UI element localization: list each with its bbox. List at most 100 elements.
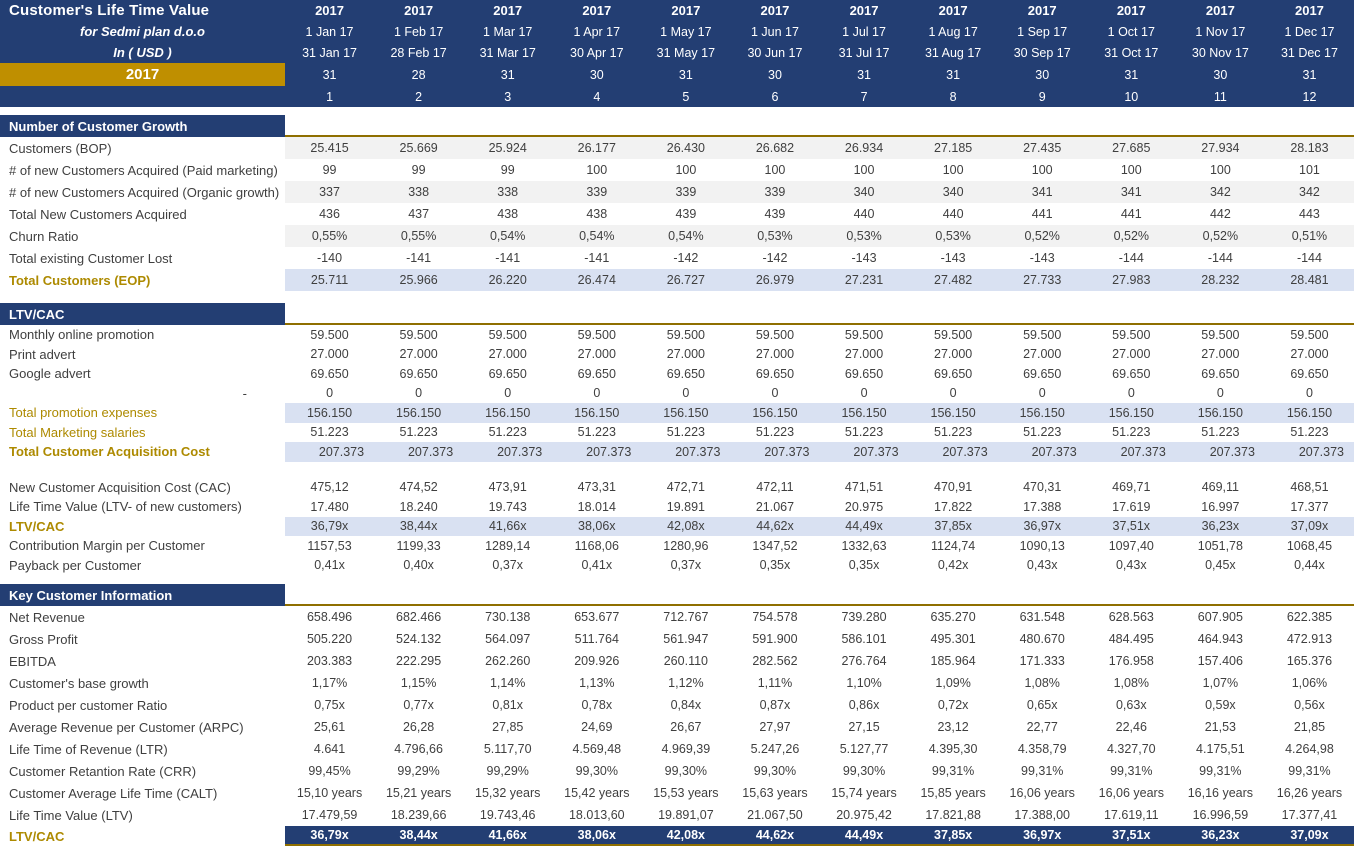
- column-num-cell-1[interactable]: 1: [326, 89, 334, 104]
- row-label[interactable]: LTV/CAC: [9, 828, 65, 844]
- value-cell-4[interactable]: 100: [586, 163, 608, 177]
- value-cell-7[interactable]: 27.000: [844, 347, 884, 362]
- value-cell-8[interactable]: 37,85x: [908, 516, 998, 536]
- value-cell-1[interactable]: 203.383: [306, 654, 353, 668]
- value-cell-9[interactable]: 17.388,00: [1014, 808, 1070, 822]
- value-cell-8[interactable]: 69.650: [934, 366, 973, 381]
- value-cell-3[interactable]: 473,91: [488, 480, 527, 495]
- column-year-cell-9[interactable]: 2017: [1027, 3, 1057, 18]
- value-cell-2[interactable]: 222.295: [396, 654, 442, 668]
- value-cell-5[interactable]: 339: [641, 181, 731, 203]
- row-label[interactable]: Churn Ratio: [9, 228, 79, 244]
- value-cell-8[interactable]: 156.150: [908, 403, 998, 423]
- value-cell-11[interactable]: 469,11: [1201, 480, 1240, 495]
- value-cell-2[interactable]: 338: [374, 181, 464, 203]
- column-num-cell-4[interactable]: 4: [593, 89, 601, 104]
- value-cell-10[interactable]: 17.619,11: [1103, 808, 1159, 822]
- value-cell-5[interactable]: 42,08x: [641, 516, 731, 536]
- value-cell-8[interactable]: 17.821,88: [925, 808, 981, 822]
- value-cell-1[interactable]: 51.223: [310, 425, 349, 440]
- value-cell-11[interactable]: 157.406: [1197, 654, 1243, 668]
- value-cell-1[interactable]: 1,17%: [311, 676, 348, 690]
- row-label[interactable]: Customer Average Life Time (CALT): [9, 785, 218, 801]
- value-cell-2[interactable]: 4.796,66: [394, 742, 443, 756]
- value-cell-2[interactable]: 26,28: [402, 720, 435, 734]
- column-end-cell-12[interactable]: 31 Dec 17: [1280, 45, 1338, 60]
- row-label[interactable]: EBITDA: [9, 653, 56, 669]
- value-cell-4[interactable]: -141: [584, 251, 610, 265]
- column-end-cell-2[interactable]: 28 Feb 17: [390, 45, 447, 60]
- value-cell-4[interactable]: 156.150: [552, 403, 642, 423]
- value-cell-2[interactable]: 25.669: [374, 137, 464, 159]
- value-cell-9[interactable]: 0,52%: [997, 225, 1087, 247]
- row-label[interactable]: Total Customers (EOP): [9, 272, 151, 288]
- value-cell-3[interactable]: -141: [495, 251, 521, 265]
- value-cell-5[interactable]: 472,71: [666, 480, 705, 495]
- value-cell-11[interactable]: 99,31%: [1199, 764, 1242, 778]
- value-cell-2[interactable]: 1199,33: [396, 538, 441, 553]
- value-cell-9[interactable]: 156.150: [997, 403, 1087, 423]
- value-cell-4[interactable]: 0,54%: [552, 225, 642, 247]
- value-cell-6[interactable]: 0,53%: [730, 225, 820, 247]
- value-cell-12[interactable]: 4.264,98: [1285, 742, 1334, 756]
- value-cell-6[interactable]: 59.500: [755, 327, 795, 342]
- value-cell-9[interactable]: 0,65x: [1026, 698, 1058, 712]
- value-cell-1[interactable]: 0: [326, 386, 334, 401]
- value-cell-9[interactable]: 4.358,79: [1017, 742, 1067, 756]
- value-cell-5[interactable]: 26,67: [670, 720, 702, 734]
- value-cell-1[interactable]: 4.641: [313, 742, 346, 756]
- value-cell-9[interactable]: 480.670: [1019, 632, 1065, 646]
- value-cell-7[interactable]: 0,35x: [848, 558, 880, 573]
- value-cell-5[interactable]: 51.223: [666, 425, 705, 440]
- column-end-cell-11[interactable]: 30 Nov 17: [1191, 45, 1249, 60]
- column-year-cell-6[interactable]: 2017: [760, 3, 790, 18]
- value-cell-10[interactable]: 37,51x: [1086, 516, 1176, 536]
- row-label[interactable]: Life Time of Revenue (LTR): [9, 741, 168, 757]
- value-cell-1[interactable]: 25.711: [285, 269, 375, 291]
- value-cell-10[interactable]: 51.223: [1112, 425, 1151, 440]
- value-cell-7[interactable]: 20.975,42: [836, 808, 892, 822]
- column-days-cell-5[interactable]: 31: [678, 67, 693, 82]
- value-cell-2[interactable]: 99: [411, 163, 426, 177]
- value-cell-7[interactable]: 44,49x: [819, 516, 909, 536]
- value-cell-10[interactable]: 176.958: [1108, 654, 1154, 668]
- column-year-cell-4[interactable]: 2017: [582, 3, 612, 18]
- value-cell-10[interactable]: 484.495: [1108, 632, 1154, 646]
- value-cell-5[interactable]: 42,08x: [641, 826, 731, 846]
- column-num-cell-8[interactable]: 8: [949, 89, 957, 104]
- value-cell-5[interactable]: 59.500: [666, 327, 705, 342]
- value-cell-11[interactable]: 1,07%: [1202, 676, 1239, 690]
- value-cell-1[interactable]: 59.500: [310, 327, 349, 342]
- value-cell-3[interactable]: 338: [463, 181, 553, 203]
- row-label[interactable]: Monthly online promotion: [9, 327, 155, 343]
- value-cell-12[interactable]: 51.223: [1290, 425, 1329, 440]
- value-cell-8[interactable]: 0,53%: [908, 225, 998, 247]
- value-cell-7[interactable]: 59.500: [844, 327, 884, 342]
- value-cell-1[interactable]: 156.150: [285, 403, 375, 423]
- value-cell-1[interactable]: -140: [317, 251, 343, 265]
- value-cell-11[interactable]: 442: [1209, 207, 1231, 221]
- column-days-cell-12[interactable]: 31: [1302, 67, 1317, 82]
- column-num-cell-6[interactable]: 6: [771, 89, 779, 104]
- value-cell-4[interactable]: 1168,06: [574, 538, 619, 553]
- column-days-cell-7[interactable]: 31: [857, 67, 871, 82]
- value-cell-10[interactable]: 4.327,70: [1106, 742, 1156, 756]
- column-num-cell-9[interactable]: 9: [1038, 89, 1046, 104]
- value-cell-10[interactable]: 0,63x: [1115, 698, 1147, 712]
- value-cell-3[interactable]: 0,81x: [492, 698, 523, 712]
- column-end-cell-1[interactable]: 31 Jan 17: [302, 45, 357, 60]
- value-cell-5[interactable]: 260.110: [663, 654, 708, 668]
- value-cell-6[interactable]: 207.373: [730, 442, 820, 462]
- value-cell-4[interactable]: 0,78x: [581, 698, 613, 712]
- value-cell-7[interactable]: 0: [860, 386, 868, 401]
- value-cell-7[interactable]: 99,30%: [842, 764, 886, 778]
- value-cell-3[interactable]: 27,85: [492, 720, 524, 734]
- value-cell-6[interactable]: 754.578: [752, 610, 798, 624]
- value-cell-5[interactable]: 439: [675, 207, 697, 221]
- value-cell-11[interactable]: 0,45x: [1205, 558, 1236, 573]
- value-cell-1[interactable]: 0,55%: [285, 225, 375, 247]
- value-cell-10[interactable]: 37,51x: [1086, 826, 1176, 846]
- value-cell-8[interactable]: 37,85x: [908, 826, 998, 846]
- value-cell-1[interactable]: 27.000: [310, 347, 349, 362]
- value-cell-3[interactable]: 1,14%: [489, 676, 526, 690]
